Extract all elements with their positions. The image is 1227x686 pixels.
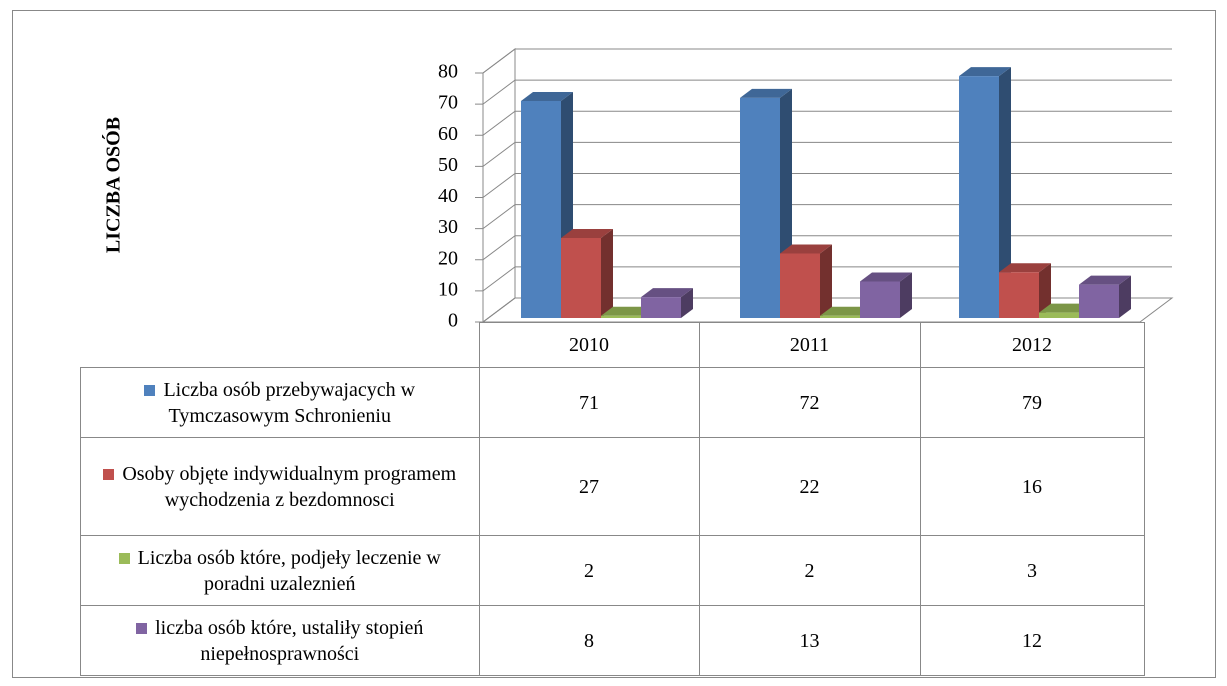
legend-key [144, 385, 156, 397]
y-tick-label: 30 [438, 216, 458, 238]
category-cell: 2011 [698, 322, 921, 368]
value-cell: 13 [698, 605, 921, 676]
series-row: liczba osób które, ustaliły stopień niep… [80, 605, 1145, 676]
header-row: 2010 2011 2012 [81, 322, 1145, 368]
bar [1079, 275, 1131, 318]
grid-line [482, 266, 1172, 292]
bar [860, 272, 912, 318]
bar-front [740, 97, 780, 319]
bar-front [521, 101, 561, 318]
bar-top [820, 306, 872, 316]
bar [641, 288, 693, 318]
bar-side [1119, 275, 1131, 318]
grid-line [482, 79, 1172, 105]
y-tick-label: 40 [438, 185, 458, 207]
value-cell: 3 [919, 535, 1145, 606]
legend-cell: Liczba osób przebywajacych w Tymczasowym… [80, 367, 480, 438]
bar-top [521, 92, 573, 102]
legend-cell: Osoby objęte indywidualnym programem wyc… [80, 437, 480, 536]
y-tick-label: 20 [438, 247, 458, 269]
bar-top [601, 306, 653, 316]
bar-front [860, 281, 900, 318]
chart-frame [12, 10, 1216, 678]
data-table: 2010 2011 2012 Liczba osób przebywajacych w… [80, 322, 1145, 676]
bar-side [820, 244, 832, 318]
value-cell: 27 [478, 437, 700, 536]
value-cell: 71 [478, 367, 700, 438]
value-cell: 22 [698, 437, 921, 536]
legend-cell: Liczba osób które, podjeły leczenie w po… [80, 535, 480, 606]
bar-front [561, 237, 601, 318]
series-row: Osoby objęte indywidualnym programem wyc… [80, 437, 1145, 536]
grid-line [482, 235, 1172, 261]
bar [561, 228, 613, 318]
bar-top [561, 228, 613, 238]
grid-line [482, 141, 1172, 167]
legend-key [103, 469, 115, 481]
bar-top [999, 263, 1051, 273]
grid-line [482, 297, 1172, 323]
bar-front [1039, 312, 1079, 318]
y-tick-label: 0 [448, 310, 458, 332]
legend-cell: liczba osób które, ustaliły stopień niep… [80, 605, 480, 676]
value-cell: 72 [698, 367, 921, 438]
series-row: Liczba osób które, podjeły leczenie w po… [80, 535, 1145, 606]
bar [780, 244, 832, 318]
bar-front [1079, 284, 1119, 318]
grid-line [482, 110, 1172, 136]
legend-label: Liczba osób przebywajacych w Tymczasowym… [163, 378, 416, 427]
grid-line [482, 48, 1172, 74]
bar-front [959, 76, 999, 318]
legend-key [136, 623, 148, 635]
bar-top [860, 272, 912, 282]
bar-side [1039, 263, 1051, 318]
legend-label: liczba osób które, ustaliły stopień niep… [155, 616, 424, 665]
y-tick-label: 50 [438, 154, 458, 176]
y-tick-label: 10 [438, 278, 458, 300]
y-tick-label: 60 [438, 123, 458, 145]
bar-top [641, 288, 693, 298]
bar-front [999, 272, 1039, 318]
legend-label: Osoby objęte indywidualnym programem wyc… [122, 462, 457, 511]
legend-key [118, 553, 130, 565]
bar-front [820, 315, 860, 318]
bar-top [1039, 303, 1091, 313]
bar-side [900, 272, 912, 318]
bar-top [780, 244, 832, 254]
bar-front [641, 297, 681, 318]
category-cell: 2012 [919, 322, 1145, 368]
y-tick-label: 70 [438, 92, 458, 114]
y-tick-label: 80 [438, 61, 458, 83]
value-cell: 79 [919, 367, 1145, 438]
bar-side [601, 228, 613, 318]
bar-front [780, 253, 820, 318]
legend-label: Liczba osób które, podjeły leczenie w po… [137, 546, 441, 595]
bar-top [959, 67, 1011, 77]
bar-side [681, 288, 693, 318]
bar [999, 263, 1051, 318]
series-row: Liczba osób przebywajacych w Tymczasowym… [80, 367, 1145, 438]
grid-line [482, 204, 1172, 230]
value-cell: 12 [919, 605, 1145, 676]
grid-line [482, 173, 1172, 198]
bar-side [999, 67, 1011, 318]
bar-top [1079, 275, 1131, 285]
y-axis-label: LICZBA OSÓB [101, 117, 125, 253]
value-cell: 2 [478, 535, 700, 606]
value-cell: 16 [919, 437, 1145, 536]
category-cell: 2010 [478, 322, 700, 368]
bar [959, 67, 1011, 318]
bar-top [740, 88, 792, 98]
value-cell: 2 [698, 535, 921, 606]
blank-cell [81, 323, 480, 368]
value-cell: 8 [478, 605, 700, 676]
bar-front [601, 315, 641, 318]
